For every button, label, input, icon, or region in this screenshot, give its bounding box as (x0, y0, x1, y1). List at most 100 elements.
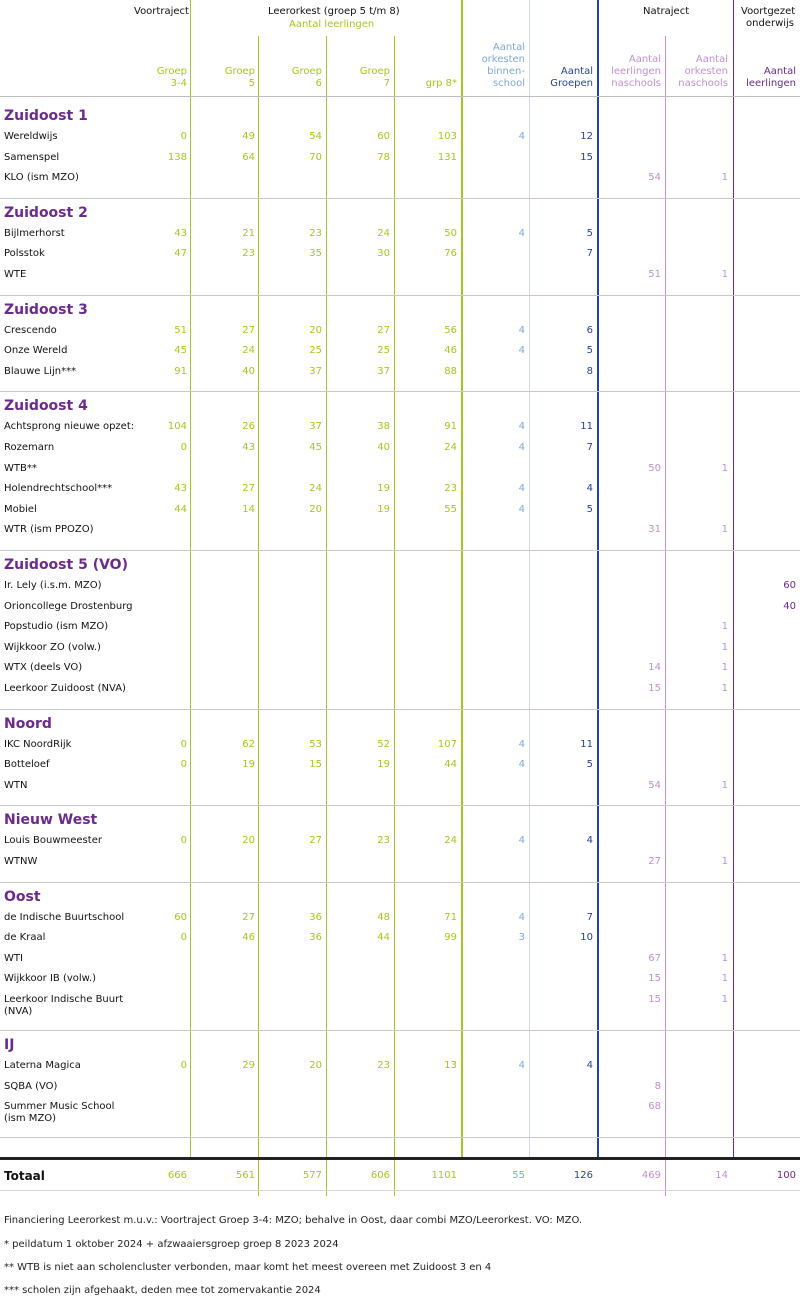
cell-g6: 20 (309, 1060, 322, 1071)
row-label: Wijkkoor ZO (volw.) (4, 641, 101, 653)
cell-g5: 29 (242, 1060, 255, 1071)
cell-on: 1 (721, 683, 728, 694)
cell-g7: 25 (377, 345, 390, 357)
footnote: ** WTB is niet aan scholencluster verbon… (4, 1262, 492, 1273)
footnote: * peildatum 1 oktober 2024 + afzwaaiersg… (4, 1239, 339, 1250)
cell-on: 1 (721, 269, 728, 280)
row-label: Holendrechtschool*** (4, 483, 113, 495)
header-onderwijs: onderwijs (746, 18, 795, 29)
row-label: KLO (ism MZO) (4, 172, 79, 184)
section-title: Nieuw West (4, 812, 98, 829)
column-divider (529, 0, 530, 1160)
cell-g8: 91 (444, 421, 457, 433)
cell-gr: 5 (586, 345, 593, 357)
column-header-orkesten-binnen: binnen- (487, 66, 525, 77)
section-title: Zuidoost 2 (4, 204, 88, 221)
cell-g8: 99 (444, 932, 457, 944)
cell-g7: 52 (377, 738, 390, 750)
cell-g5: 62 (242, 738, 255, 750)
row-label: Wereldwijs (4, 131, 58, 142)
row-label: Leerkoor Indische Buurt (4, 994, 124, 1005)
cell-g34: 0 (180, 835, 187, 847)
cell-g7: 19 (377, 759, 390, 771)
column-header-orkesten-naschools: Aantal (695, 54, 728, 65)
cell-g8: 13 (444, 1060, 457, 1071)
row-label: Samenspel (4, 151, 60, 163)
section-divider (0, 197, 800, 199)
cell-g34: 0 (180, 1060, 187, 1071)
row-label: WTN (4, 779, 28, 791)
cell-g6: 15 (309, 759, 322, 771)
column-header-vo-leerlingen: leerlingen (746, 78, 796, 89)
column-divider (190, 0, 191, 1160)
cell-g5: 27 (242, 911, 255, 923)
row-label: Blauwe Lijn*** (4, 365, 77, 377)
column-header-g6: Groep (291, 66, 322, 77)
column-header-g6: 6 (315, 78, 322, 89)
row-label: (NVA) (4, 1006, 33, 1017)
row-label: de Indische Buurtschool (4, 911, 125, 923)
header-natraject: Natraject (643, 6, 690, 17)
row-label: de Kraal (4, 932, 46, 944)
cell-ln: 67 (648, 952, 661, 964)
cell-g5: 64 (242, 151, 255, 163)
cell-g34: 51 (174, 324, 187, 336)
cell-ln: 15 (648, 973, 661, 985)
row-label: Summer Music School (4, 1101, 115, 1113)
cell-g7: 27 (377, 324, 390, 336)
row-label: Polsstok (4, 248, 45, 260)
cell-gr: 4 (586, 1060, 593, 1071)
cell-g8: 44 (444, 759, 457, 771)
cell-g7: 40 (377, 442, 390, 453)
cell-g34: 44 (174, 503, 187, 515)
cell-g7: 37 (377, 365, 390, 377)
row-label: Orioncollege Drostenburg (4, 600, 133, 612)
cell-ob: 4 (518, 483, 525, 495)
cell-g8: 88 (444, 365, 457, 377)
cell-g5: 46 (242, 932, 255, 944)
cell-gr: 5 (586, 759, 593, 771)
cell-g34: 138 (167, 151, 187, 163)
header-aantal-leerlingen: Aantal leerlingen (289, 19, 375, 30)
header-divider (0, 96, 800, 97)
cell-gr: 7 (586, 248, 593, 260)
cell-gr: 11 (580, 421, 593, 433)
cell-g5: 20 (242, 835, 255, 847)
cell-g7: 38 (377, 421, 390, 433)
column-header-orkesten-binnen: school (492, 78, 525, 89)
cell-g34: 0 (180, 932, 187, 944)
total-g6: 577 (302, 1170, 322, 1181)
total-divider (0, 1157, 800, 1160)
section-divider (0, 550, 800, 551)
column-header-vo-leerlingen: Aantal (763, 66, 796, 77)
cell-on: 1 (721, 641, 728, 653)
row-label: Crescendo (4, 324, 57, 336)
section-divider (0, 805, 800, 807)
cell-ob: 3 (518, 932, 525, 944)
cell-g8: 24 (444, 442, 457, 453)
cell-gr: 11 (580, 738, 593, 750)
cell-ln: 54 (648, 779, 661, 791)
cell-on: 1 (721, 973, 728, 985)
column-divider (461, 0, 463, 1160)
column-header-leerlingen-naschools: Aantal (628, 54, 661, 65)
cell-g34: 43 (174, 483, 187, 495)
cell-gr: 8 (586, 365, 593, 377)
total-g34: 666 (167, 1170, 187, 1181)
column-divider (394, 36, 395, 1196)
cell-g8: 131 (437, 151, 457, 163)
section-divider (0, 1137, 800, 1139)
column-divider (665, 36, 666, 1196)
cell-on: 1 (721, 952, 728, 964)
cell-g6: 54 (309, 131, 322, 142)
cell-on: 1 (721, 662, 728, 674)
cell-gr: 6 (586, 324, 593, 336)
cell-ob: 4 (518, 227, 525, 239)
cell-g7: 24 (377, 227, 390, 239)
cell-on: 1 (721, 172, 728, 184)
section-title: IJ (4, 1037, 15, 1053)
total-g7: 606 (370, 1170, 390, 1181)
row-label: Leerkoor Zuidoost (NVA) (4, 683, 126, 694)
cell-ob: 4 (518, 421, 525, 433)
cell-g8: 56 (444, 324, 457, 336)
